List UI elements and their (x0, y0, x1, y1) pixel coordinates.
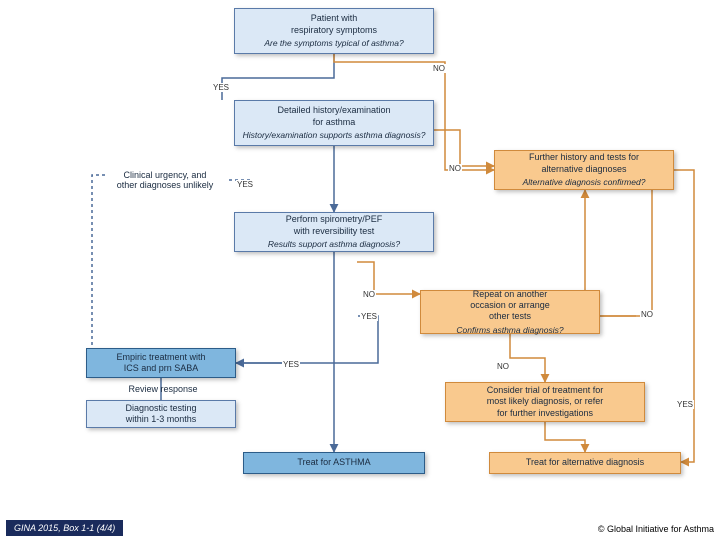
edge-label-0: YES (212, 83, 230, 92)
node-subtext: Results support asthma diagnosis? (268, 239, 400, 250)
node-subtext: Alternative diagnosis confirmed? (523, 177, 646, 188)
edge-label-6: YES (282, 360, 300, 369)
edge-label-8: NO (640, 310, 654, 319)
edge-label-5: YES (360, 312, 378, 321)
edge-label-3: YES (236, 180, 254, 189)
footer-copyright: © Global Initiative for Asthma (598, 524, 714, 534)
edge-label-7: NO (496, 362, 510, 371)
edge-label-2: NO (448, 164, 462, 173)
node-text: Further history and tests foralternative… (529, 152, 639, 175)
node-text: Empiric treatment withICS and prn SABA (116, 352, 205, 375)
node-subtext: Are the symptoms typical of asthma? (264, 38, 403, 49)
edge-label-9: YES (676, 400, 694, 409)
flow-node-alt1: Further history and tests foralternative… (494, 150, 674, 190)
flow-node-n1: Patient withrespiratory symptoms Are the … (234, 8, 434, 54)
flow-node-n3: Perform spirometry/PEFwith reversibility… (234, 212, 434, 252)
edge-label-1: NO (432, 64, 446, 73)
edge-9 (600, 170, 672, 316)
footer-citation: GINA 2015, Box 1-1 (4/4) (6, 520, 123, 536)
flow-node-n2: Detailed history/examinationfor asthma Hi… (234, 100, 434, 146)
node-text: Consider trial of treatment formost like… (487, 385, 604, 419)
edge-14 (86, 175, 105, 358)
edge-3 (434, 130, 494, 166)
edge-label-4: NO (362, 290, 376, 299)
flow-node-alt4: Treat for alternative diagnosis (489, 452, 681, 474)
free-text-urg: Clinical urgency, andother diagnoses unl… (100, 170, 230, 190)
edge-12 (545, 422, 585, 452)
node-text: Detailed history/examinationfor asthma (277, 105, 390, 128)
node-subtext: Confirms asthma diagnosis? (456, 325, 563, 336)
flow-node-n5: Diagnostic testingwithin 1-3 months (86, 400, 236, 428)
node-text: Repeat on anotheroccasion or arrangeothe… (470, 289, 550, 323)
flow-node-n4: Empiric treatment withICS and prn SABA (86, 348, 236, 378)
free-text-rev: Review response (118, 384, 208, 394)
node-text: Treat for alternative diagnosis (526, 457, 644, 468)
flow-node-alt3: Consider trial of treatment formost like… (445, 382, 645, 422)
edge-6 (236, 316, 378, 363)
edge-11 (674, 170, 694, 462)
node-text: Diagnostic testingwithin 1-3 months (125, 403, 196, 426)
edge-8 (510, 334, 545, 382)
edge-0 (222, 54, 334, 100)
flow-node-alt2: Repeat on anotheroccasion or arrangeothe… (420, 290, 600, 334)
node-subtext: History/examination supports asthma diag… (243, 130, 426, 141)
node-text: Perform spirometry/PEFwith reversibility… (286, 214, 383, 237)
flow-node-n6: Treat for ASTHMA (243, 452, 425, 474)
node-text: Treat for ASTHMA (297, 457, 370, 468)
node-text: Patient withrespiratory symptoms (291, 13, 377, 36)
